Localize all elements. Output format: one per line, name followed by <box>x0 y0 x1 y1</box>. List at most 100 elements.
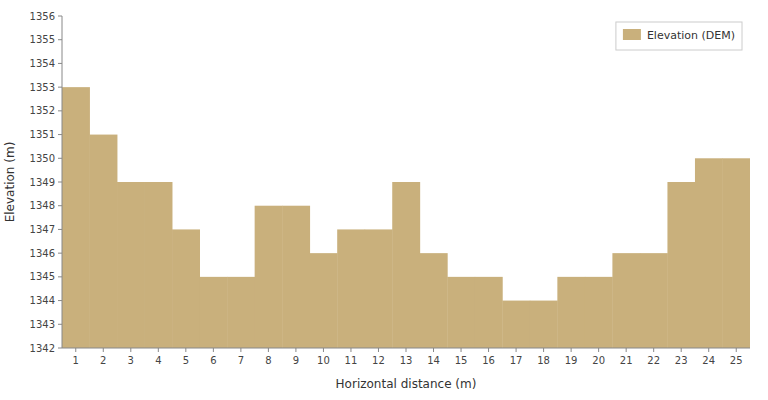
bar <box>640 253 668 348</box>
bar <box>420 253 448 348</box>
y-axis-label: Elevation (m) <box>3 142 17 223</box>
bar <box>145 182 173 348</box>
x-tick <box>240 348 241 352</box>
y-tick-label: 1343 <box>30 319 55 330</box>
x-tick <box>350 348 351 352</box>
x-tick-label: 4 <box>155 355 161 366</box>
y-tick <box>58 205 62 206</box>
x-tick-label: 19 <box>565 355 578 366</box>
x-tick-label: 14 <box>427 355 440 366</box>
y-tick-label: 1348 <box>30 200 55 211</box>
x-tick-label: 21 <box>620 355 633 366</box>
legend-swatch <box>623 29 641 40</box>
x-tick-label: 11 <box>345 355 358 366</box>
bar <box>530 301 558 348</box>
x-tick <box>516 348 517 352</box>
y-tick-label: 1350 <box>30 153 55 164</box>
bar <box>90 135 118 348</box>
chart: 1234567891011121314151617181920212223242… <box>0 0 768 400</box>
x-tick <box>406 348 407 352</box>
y-tick <box>58 253 62 254</box>
bar <box>200 277 228 348</box>
bar <box>667 182 695 348</box>
x-tick-label: 22 <box>647 355 660 366</box>
bar <box>117 182 145 348</box>
bar <box>255 206 283 348</box>
x-tick <box>103 348 104 352</box>
x-tick <box>488 348 489 352</box>
y-tick-label: 1356 <box>30 11 55 22</box>
x-tick-label: 6 <box>210 355 216 366</box>
y-tick-label: 1345 <box>30 271 55 282</box>
x-tick-label: 20 <box>592 355 605 366</box>
legend: Elevation (DEM) <box>616 22 742 50</box>
x-tick <box>571 348 572 352</box>
y-tick-label: 1347 <box>30 224 55 235</box>
x-tick-label: 1 <box>73 355 79 366</box>
x-tick <box>185 348 186 352</box>
legend-box <box>616 22 742 50</box>
y-tick <box>58 324 62 325</box>
x-tick <box>681 348 682 352</box>
x-tick <box>598 348 599 352</box>
x-tick-label: 13 <box>400 355 413 366</box>
y-tick-label: 1352 <box>30 105 55 116</box>
y-tick <box>58 134 62 135</box>
bar <box>557 277 585 348</box>
x-tick <box>461 348 462 352</box>
bar <box>337 229 365 348</box>
x-tick-label: 25 <box>730 355 743 366</box>
bar <box>392 182 420 348</box>
bar <box>475 277 503 348</box>
bar <box>695 158 723 348</box>
bar <box>585 277 613 348</box>
bar <box>502 301 530 348</box>
y-tick <box>58 87 62 88</box>
x-tick-label: 10 <box>317 355 330 366</box>
y-tick <box>58 229 62 230</box>
x-tick <box>75 348 76 352</box>
x-tick <box>708 348 709 352</box>
bar <box>282 206 310 348</box>
x-tick <box>295 348 296 352</box>
x-tick <box>378 348 379 352</box>
y-tick <box>58 63 62 64</box>
x-tick-label: 9 <box>293 355 299 366</box>
x-tick <box>626 348 627 352</box>
x-tick-label: 17 <box>510 355 523 366</box>
y-tick <box>58 110 62 111</box>
bar <box>612 253 640 348</box>
x-tick <box>158 348 159 352</box>
x-tick-label: 24 <box>702 355 715 366</box>
x-tick <box>323 348 324 352</box>
x-tick-label: 23 <box>675 355 688 366</box>
y-tick-label: 1344 <box>30 295 55 306</box>
x-tick-label: 5 <box>183 355 189 366</box>
x-tick-label: 15 <box>455 355 468 366</box>
legend-label: Elevation (DEM) <box>647 29 735 42</box>
bar <box>447 277 475 348</box>
bar <box>722 158 750 348</box>
x-tick <box>543 348 544 352</box>
x-tick <box>213 348 214 352</box>
x-tick-label: 12 <box>372 355 385 366</box>
bar <box>365 229 393 348</box>
x-tick-label: 7 <box>238 355 244 366</box>
x-axis-label: Horizontal distance (m) <box>336 377 477 391</box>
x-tick-label: 8 <box>265 355 271 366</box>
y-tick-label: 1346 <box>30 248 55 259</box>
bar <box>310 253 338 348</box>
bar <box>227 277 255 348</box>
y-tick <box>58 300 62 301</box>
x-tick <box>653 348 654 352</box>
x-tick <box>268 348 269 352</box>
y-tick-label: 1349 <box>30 177 55 188</box>
x-tick-label: 2 <box>100 355 106 366</box>
x-tick-label: 3 <box>128 355 134 366</box>
y-tick-label: 1354 <box>30 58 55 69</box>
y-tick <box>58 39 62 40</box>
y-tick-label: 1342 <box>30 343 55 354</box>
x-tick-label: 16 <box>482 355 495 366</box>
x-tick <box>433 348 434 352</box>
x-tick <box>736 348 737 352</box>
